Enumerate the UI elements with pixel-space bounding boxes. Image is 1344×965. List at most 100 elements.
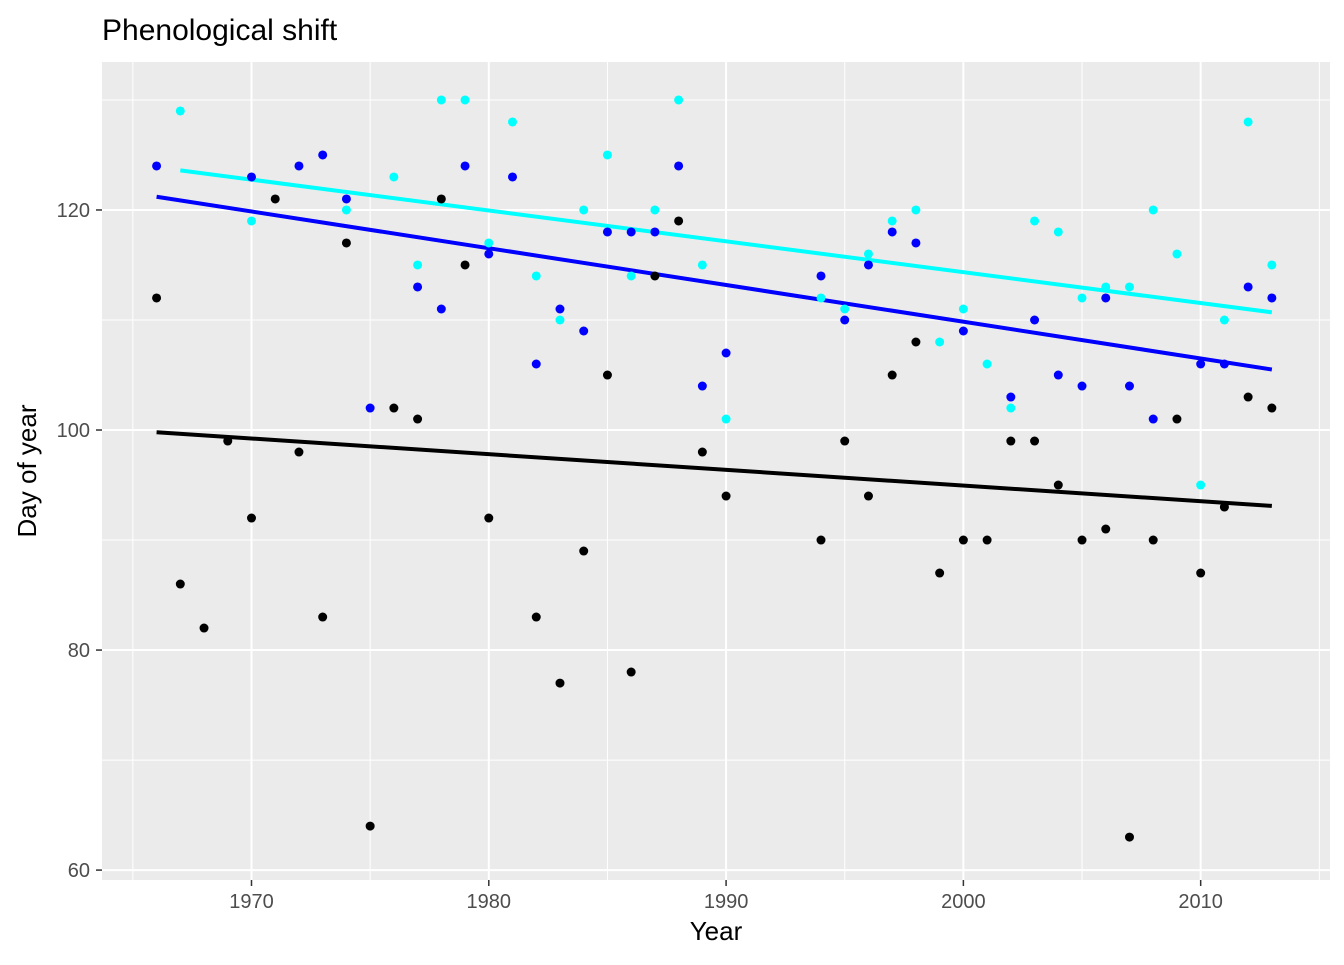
data-point-blue — [1267, 293, 1277, 303]
data-point-blue — [1101, 293, 1111, 303]
data-point-black — [1030, 436, 1040, 446]
data-point-black — [579, 546, 589, 556]
data-point-blue — [413, 282, 423, 292]
data-point-black — [223, 436, 233, 446]
data-point-black — [911, 337, 921, 347]
data-point-cyan — [602, 150, 612, 160]
data-point-blue — [602, 227, 612, 237]
data-point-blue — [1030, 315, 1040, 325]
data-point-black — [531, 612, 541, 622]
data-point-cyan — [1219, 315, 1229, 325]
y-axis-label: Day of year — [12, 404, 42, 537]
data-point-blue — [1196, 359, 1206, 369]
data-point-black — [460, 260, 470, 270]
data-point-black — [341, 238, 351, 248]
axes: 1970 1980 1990 2000 2010 60 80 100 120 — [57, 200, 1223, 913]
data-point-cyan — [1077, 293, 1087, 303]
data-point-black — [1053, 480, 1063, 490]
data-point-cyan — [484, 238, 494, 248]
data-point-blue — [721, 348, 731, 358]
data-point-blue — [460, 161, 470, 171]
y-tick-label: 60 — [68, 860, 90, 882]
data-point-cyan — [982, 359, 992, 369]
data-point-black — [1148, 535, 1158, 545]
data-point-cyan — [341, 205, 351, 215]
data-point-black — [1077, 535, 1087, 545]
data-point-cyan — [555, 315, 565, 325]
data-point-cyan — [1053, 227, 1063, 237]
data-point-black — [436, 194, 446, 204]
data-point-cyan — [389, 172, 399, 182]
data-point-cyan — [958, 304, 968, 314]
data-points — [152, 95, 1277, 842]
data-point-blue — [1006, 392, 1016, 402]
data-point-cyan — [460, 95, 470, 105]
y-tick-label: 100 — [57, 420, 90, 442]
data-point-black — [602, 370, 612, 380]
data-point-black — [1243, 392, 1253, 402]
data-point-blue — [674, 161, 684, 171]
data-point-blue — [650, 227, 660, 237]
data-point-black — [318, 612, 328, 622]
data-point-black — [958, 535, 968, 545]
x-axis-label: Year — [690, 916, 743, 946]
data-point-cyan — [887, 216, 897, 226]
data-point-black — [840, 436, 850, 446]
data-point-black — [555, 678, 565, 688]
data-point-black — [1101, 524, 1111, 534]
data-point-blue — [816, 271, 826, 281]
data-point-cyan — [175, 106, 185, 116]
trend-line-blue — [156, 194, 1273, 372]
chart-title: Phenological shift — [102, 14, 338, 47]
data-point-black — [175, 579, 185, 589]
data-point-cyan — [674, 95, 684, 105]
trend-line-cyan — [180, 168, 1273, 315]
trend-line-black — [156, 430, 1272, 508]
data-point-cyan — [413, 260, 423, 270]
data-point-cyan — [840, 304, 850, 314]
data-point-black — [1219, 502, 1229, 512]
data-point-cyan — [721, 414, 731, 424]
data-point-black — [1172, 414, 1182, 424]
data-point-cyan — [863, 249, 873, 259]
data-point-blue — [1243, 282, 1253, 292]
gridlines — [102, 62, 1330, 880]
data-point-blue — [341, 194, 351, 204]
data-point-blue — [1077, 381, 1087, 391]
data-point-blue — [531, 359, 541, 369]
data-point-blue — [436, 304, 446, 314]
data-point-black — [413, 414, 423, 424]
x-tick-label: 1970 — [229, 891, 274, 913]
data-point-cyan — [1172, 249, 1182, 259]
data-point-cyan — [911, 205, 921, 215]
data-point-black — [1267, 403, 1277, 413]
data-point-black — [863, 491, 873, 501]
x-tick-label: 2000 — [941, 891, 986, 913]
data-point-cyan — [1196, 480, 1206, 490]
data-point-blue — [318, 150, 328, 160]
data-point-cyan — [1243, 117, 1253, 127]
data-point-black — [1196, 568, 1206, 578]
data-point-black — [270, 194, 280, 204]
data-point-black — [721, 491, 731, 501]
data-point-blue — [911, 238, 921, 248]
y-tick-label: 80 — [68, 640, 90, 662]
data-point-blue — [508, 172, 518, 182]
data-point-black — [697, 447, 707, 457]
data-point-blue — [294, 161, 304, 171]
data-point-black — [294, 447, 304, 457]
data-point-blue — [863, 260, 873, 270]
data-point-cyan — [1267, 260, 1277, 270]
data-point-black — [650, 271, 660, 281]
data-point-black — [152, 293, 162, 303]
data-point-blue — [1053, 370, 1063, 380]
data-point-black — [1124, 832, 1134, 842]
data-point-blue — [484, 249, 494, 259]
x-tick-label: 1980 — [467, 891, 512, 913]
data-point-cyan — [436, 95, 446, 105]
y-tick-label: 120 — [57, 200, 90, 222]
data-point-black — [484, 513, 494, 523]
data-point-blue — [840, 315, 850, 325]
data-point-black — [389, 403, 399, 413]
data-point-cyan — [1006, 403, 1016, 413]
